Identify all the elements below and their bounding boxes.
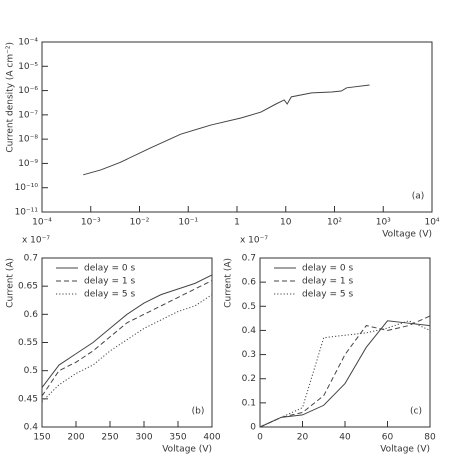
- y-tick-label: 10⁻¹⁰: [15, 183, 39, 193]
- x-tick-label: 20: [297, 433, 309, 443]
- x-tick-label: 1: [234, 218, 240, 228]
- y-tick-label: 0.5: [24, 366, 38, 376]
- y-tick-label: 0.7: [242, 254, 256, 264]
- x-tick-label: 400: [203, 433, 220, 443]
- x-tick-label: 10⁴: [424, 218, 439, 228]
- y-tick-label: 0.3: [242, 350, 256, 360]
- x-tick-label: 10⁻³: [81, 218, 101, 228]
- x-axis-label: Voltage (V): [162, 445, 212, 455]
- x-tick-label: 250: [101, 433, 118, 443]
- y-tick-label: 10⁻⁷: [18, 110, 38, 120]
- x-tick-label: 10²: [327, 218, 342, 228]
- y-axis-label: Current (A): [224, 258, 234, 308]
- legend-label: delay = 0 s: [84, 264, 135, 274]
- y-tick-label: 10⁻⁹: [18, 159, 38, 169]
- x-tick-label: 350: [169, 433, 186, 443]
- legend-label: delay = 0 s: [302, 264, 353, 274]
- x-tick-label: 60: [382, 433, 394, 443]
- y-tick-label: 0.6: [24, 310, 39, 320]
- x-tick-label: 40: [339, 433, 351, 443]
- y-tick-label: 0.45: [18, 394, 38, 404]
- plot-frame: [41, 41, 433, 213]
- y-tick-label: 10⁻⁸: [18, 135, 38, 145]
- x-axis-label: Voltage (V): [380, 445, 430, 455]
- y-tick-label: 0: [250, 423, 256, 433]
- x-tick-label: 200: [67, 433, 84, 443]
- y-tick-label: 0.6: [242, 278, 257, 288]
- y-tick-label: 0.65: [18, 282, 38, 292]
- panel-label: (c): [410, 407, 422, 417]
- x-tick-label: 10⁻¹: [178, 218, 198, 228]
- y-tick-label: 10⁻⁶: [18, 86, 38, 96]
- y-tick-label: 0.4: [242, 326, 257, 336]
- y-axis-label: Current (A): [6, 258, 16, 308]
- x-tick-label: 10³: [376, 218, 391, 228]
- y-tick-label: 0.5: [242, 302, 256, 312]
- data-line: [259, 315, 431, 428]
- y-tick-label: 10⁻¹¹: [15, 208, 39, 218]
- x-tick-label: 80: [424, 433, 436, 443]
- data-line: [259, 320, 431, 428]
- x-tick-label: 150: [33, 433, 50, 443]
- legend-label: delay = 1 s: [84, 277, 135, 287]
- legend-label: delay = 1 s: [302, 277, 353, 287]
- legend-label: delay = 5 s: [84, 290, 135, 300]
- x-tick-label: 10⁻⁴: [32, 218, 52, 228]
- y-multiplier: x 10⁻⁷: [240, 236, 268, 246]
- data-line: [41, 274, 213, 388]
- legend-label: delay = 5 s: [302, 290, 353, 300]
- data-line: [41, 280, 213, 397]
- y-tick-label: 10⁻⁴: [18, 38, 38, 48]
- panel-label: (a): [412, 192, 425, 202]
- y-tick-label: 0.1: [242, 398, 256, 408]
- y-tick-label: 0.7: [24, 254, 38, 264]
- y-multiplier: x 10⁻⁷: [22, 236, 50, 246]
- y-tick-label: 0.55: [18, 338, 38, 348]
- x-tick-label: 10: [280, 218, 292, 228]
- data-line: [259, 320, 431, 428]
- panel-label: (b): [192, 407, 205, 417]
- y-tick-label: 0.4: [24, 423, 39, 433]
- x-tick-label: 0: [257, 433, 263, 443]
- data-line: [41, 294, 213, 403]
- data-line: [83, 84, 370, 176]
- x-tick-label: 10⁻²: [130, 218, 150, 228]
- y-axis-label: Current density (A cm⁻²): [6, 42, 16, 153]
- x-axis-label: Voltage (V): [382, 230, 432, 240]
- x-tick-label: 300: [135, 433, 152, 443]
- y-tick-label: 10⁻⁵: [18, 62, 38, 72]
- y-tick-label: 0.2: [242, 374, 256, 384]
